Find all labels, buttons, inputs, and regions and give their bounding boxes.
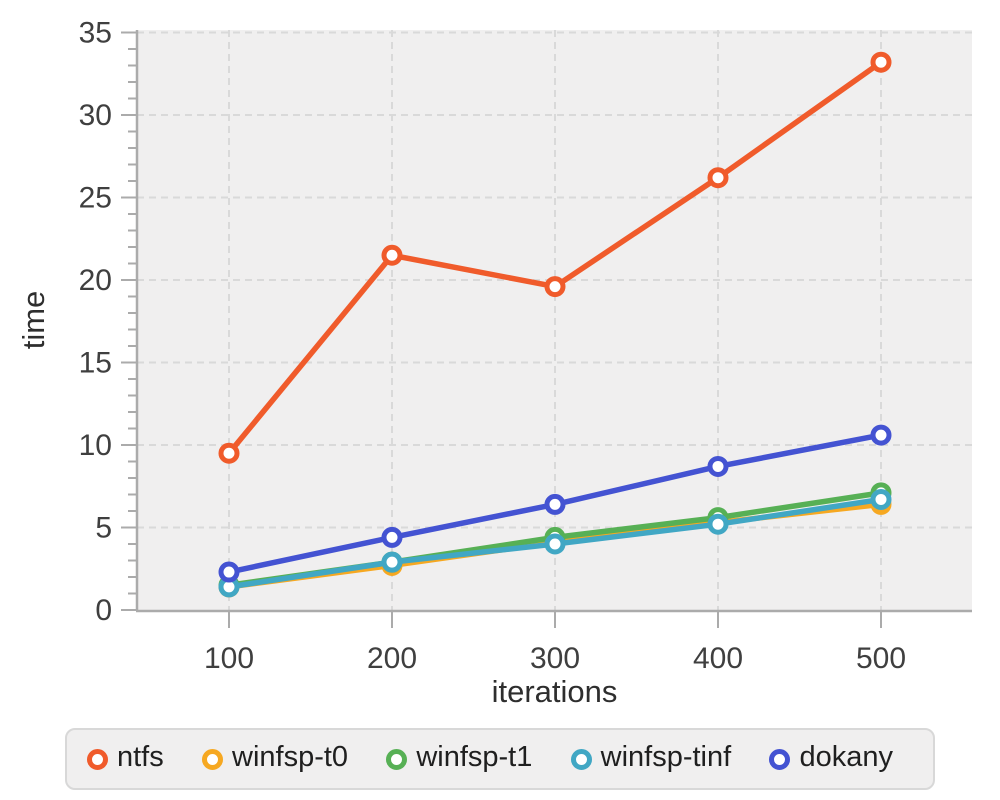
legend: ntfs winfsp-t0 winfsp-t1 winfsp-tinf dokany (65, 728, 935, 790)
data-point-winfsp-tinf-200 (381, 551, 403, 573)
data-point-dokany-100 (218, 561, 240, 583)
data-point-winfsp-tinf-300 (544, 533, 566, 555)
legend-label: winfsp-tinf (600, 741, 732, 773)
legend-marker-winfsp-t0-icon (202, 748, 224, 770)
data-point-dokany-200 (381, 526, 403, 548)
data-point-dokany-400 (707, 455, 729, 477)
y-tick-label: 10 (79, 429, 112, 462)
legend-label: winfsp-t1 (416, 741, 533, 773)
legend-item-ntfs[interactable]: ntfs (87, 743, 164, 775)
x-tick-label: 200 (367, 642, 417, 675)
legend-label: winfsp-t0 (232, 741, 349, 773)
legend-item-dokany[interactable]: dokany (769, 743, 893, 775)
legend-marker-dokany-icon (769, 748, 791, 770)
y-axis-title: time (16, 291, 51, 350)
x-tick-label: 500 (856, 642, 906, 675)
data-point-dokany-500 (870, 424, 892, 446)
x-tick-label: 100 (204, 642, 254, 675)
y-tick-label: 35 (79, 17, 112, 50)
data-point-winfsp-tinf-400 (707, 513, 729, 535)
x-tick-label: 400 (693, 642, 743, 675)
legend-item-winfsp-t1[interactable]: winfsp-t1 (386, 743, 532, 775)
data-point-dokany-300 (544, 493, 566, 515)
legend-marker-winfsp-tinf-icon (570, 748, 592, 770)
legend-label: ntfs (117, 741, 164, 773)
data-point-ntfs-500 (870, 51, 892, 73)
x-tick-label: 300 (530, 642, 580, 675)
y-tick-label: 0 (95, 594, 112, 627)
y-tick-label: 20 (79, 264, 112, 297)
data-point-winfsp-tinf-500 (870, 488, 892, 510)
y-tick-label: 15 (79, 347, 112, 380)
legend-marker-winfsp-t1-icon (386, 748, 408, 770)
legend-marker-ntfs-icon (87, 748, 108, 770)
legend-item-winfsp-t0[interactable]: winfsp-t0 (202, 743, 348, 775)
legend-label: dokany (799, 741, 893, 773)
legend-item-winfsp-tinf[interactable]: winfsp-tinf (570, 741, 732, 775)
y-tick-label: 30 (79, 99, 112, 132)
y-tick-label: 5 (95, 512, 112, 545)
data-point-ntfs-100 (218, 442, 240, 464)
line-chart: 0 5 10 15 20 25 30 35 100 200 300 400 500 iterations t… (16, 17, 972, 709)
y-tick-label: 25 (79, 182, 112, 215)
data-point-ntfs-200 (381, 244, 403, 266)
data-point-ntfs-300 (544, 276, 566, 298)
data-point-ntfs-400 (707, 167, 729, 189)
x-axis-title: iterations (492, 674, 618, 709)
